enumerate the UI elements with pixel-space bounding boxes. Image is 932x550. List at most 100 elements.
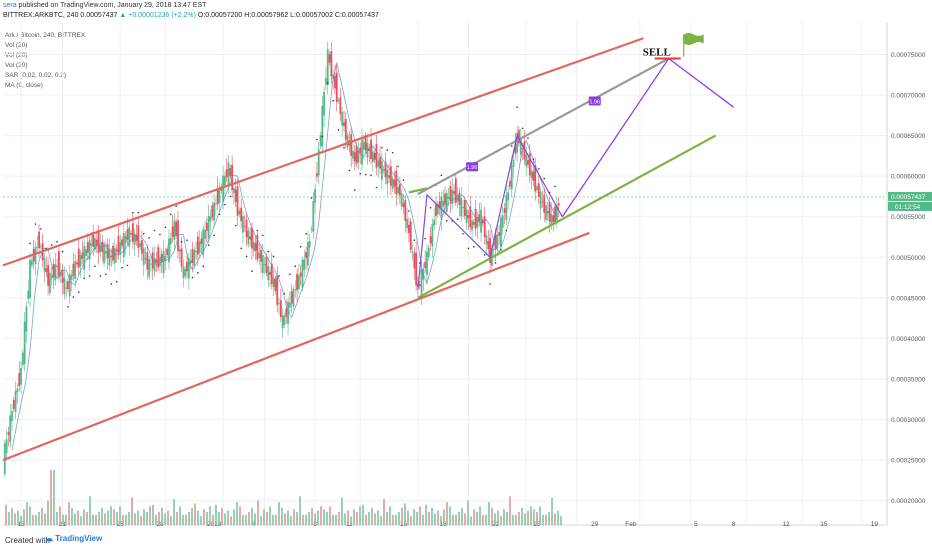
candle-body — [85, 249, 87, 257]
volume-bar — [503, 509, 505, 525]
ratio-label: 1.96 — [588, 96, 601, 106]
sar-dot — [299, 245, 302, 248]
candle-body — [9, 415, 12, 443]
candle-body — [536, 186, 538, 190]
legend-item[interactable]: Ark / Bitcoin, 240, BITTREX — [5, 32, 86, 39]
candle-body — [310, 228, 313, 230]
candle-body — [103, 243, 105, 264]
volume-bar — [53, 470, 55, 525]
candle-body — [63, 277, 66, 295]
volume-bar — [395, 514, 397, 525]
volume-bar — [230, 516, 232, 525]
candle-body — [213, 202, 215, 221]
sar-dot — [137, 211, 140, 214]
publish-line: sera published on TradingView.com, Janua… — [3, 2, 206, 9]
candle-body — [229, 168, 232, 177]
x-tick-label: 5 — [694, 521, 698, 528]
volume-bar — [425, 504, 427, 525]
tradingview-logo[interactable]: ☁ TradingView — [45, 534, 102, 543]
volume-bar — [143, 509, 145, 525]
candle-body — [478, 214, 481, 222]
volume-bar — [455, 514, 457, 525]
candle-body — [267, 266, 270, 280]
candle-body — [260, 249, 262, 262]
x-tick-label: 8 — [732, 521, 736, 528]
sar-dot — [527, 137, 529, 139]
volume-bar — [206, 512, 208, 525]
candle-body — [400, 193, 403, 207]
candle-body — [68, 274, 71, 297]
candle-body — [323, 91, 326, 116]
volume-bar — [344, 513, 346, 525]
candle-body — [36, 247, 39, 249]
volume-bar — [557, 510, 559, 525]
sar-dot — [500, 249, 502, 251]
sar-dot — [251, 270, 253, 272]
candle-body — [453, 191, 455, 194]
volume-bar — [26, 502, 28, 525]
sar-dot — [543, 177, 546, 180]
volume-bar — [485, 514, 487, 525]
legend-item[interactable]: Vol (20) — [5, 62, 28, 69]
candle-body — [227, 162, 230, 185]
legend-item[interactable]: MA (9, close) — [5, 82, 43, 89]
sar-dot — [446, 219, 448, 222]
candle-body — [50, 275, 53, 279]
candle-body — [108, 249, 111, 266]
candle-body — [306, 241, 309, 266]
candle-body — [193, 249, 196, 266]
legend-item[interactable]: Vol (20) — [5, 52, 28, 59]
candle-body — [126, 229, 129, 240]
sar-dot — [391, 151, 394, 154]
candle-body — [20, 368, 22, 385]
volume-bar — [119, 506, 121, 525]
candle-body — [178, 249, 181, 252]
candle-body — [263, 263, 266, 265]
volume-bar — [329, 506, 331, 525]
legend-item[interactable]: SAR (0.02, 0.02, 0.2) — [5, 72, 67, 79]
volume-bar — [80, 516, 82, 525]
candle-body — [361, 139, 363, 165]
candle-body — [58, 251, 60, 278]
candle-body — [541, 201, 544, 203]
y-tick-label: 0.00045000 — [891, 295, 926, 302]
candle-body — [144, 258, 147, 260]
candle-body — [521, 148, 524, 149]
legend-item[interactable]: Vol (20) — [5, 42, 28, 49]
volume-bar — [146, 512, 148, 525]
candle-body — [175, 221, 178, 236]
candle-body — [377, 160, 380, 167]
volume-bar — [197, 510, 199, 525]
candle-body — [326, 48, 329, 86]
x-tick-label: 15 — [820, 521, 828, 528]
x-tick-label: 11 — [346, 521, 353, 528]
ma-line — [11, 62, 559, 451]
candle-body — [415, 252, 418, 286]
volume-bar — [464, 513, 466, 525]
candle-body — [308, 241, 311, 248]
price-chart[interactable]: 0.00075000 0.00070000 0.00065000 0.00060000… — [0, 22, 932, 529]
candle-body — [458, 193, 461, 205]
candle-body — [516, 132, 519, 153]
candle-body — [164, 255, 167, 261]
volume-bar — [398, 512, 400, 525]
candle-body — [557, 203, 560, 206]
candle-body — [106, 243, 109, 259]
author-link[interactable]: sera — [3, 2, 17, 9]
candle-body — [279, 300, 282, 317]
ratio-label: 1.96 — [466, 162, 479, 172]
volume-bar — [152, 504, 154, 525]
candle-body — [420, 269, 423, 298]
candle-body — [121, 239, 123, 246]
candle-body — [393, 179, 396, 187]
candle-body — [187, 258, 190, 279]
volume-bar — [236, 502, 238, 525]
x-tick-label: Feb — [625, 521, 637, 528]
volume-bar — [71, 507, 73, 525]
candle-body — [505, 194, 508, 220]
sar-dot — [29, 242, 31, 245]
candle-body — [162, 250, 165, 274]
candle-body — [362, 142, 365, 150]
candle-body — [449, 185, 452, 202]
volume-bar — [158, 512, 160, 525]
